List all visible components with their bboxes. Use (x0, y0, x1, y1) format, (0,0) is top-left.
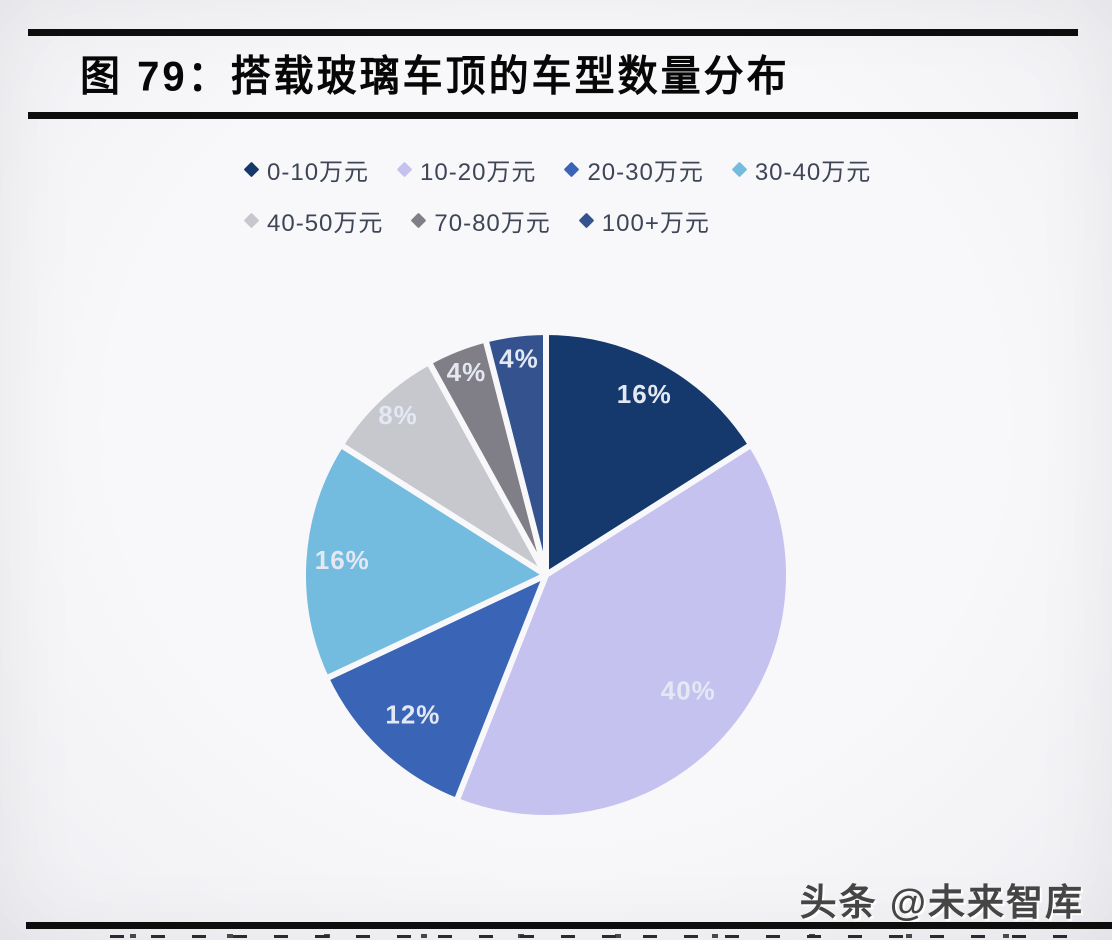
legend-item: 100+万元 (578, 203, 710, 238)
legend-item: 30-40万元 (731, 152, 872, 187)
pie-legend: 0-10万元 10-20万元 20-30万元 30-40万元 40-50万元 70-80万… (243, 152, 926, 238)
legend-label: 0-10万元 (267, 159, 370, 186)
legend-label: 30-40万元 (754, 159, 872, 186)
legend-row: 40-50万元 70-80万元 100+万元 (243, 203, 926, 238)
diamond-marker-icon (243, 212, 260, 229)
pie-slice (453, 441, 792, 821)
pie-slice (323, 572, 549, 804)
pie-slice (482, 329, 549, 578)
title-divider-line (28, 112, 1078, 119)
pie-chart-svg: 16% 40% 12% 16% 8% 4% 4% (300, 329, 792, 821)
toutiao-watermark: 头条 @未来智库 (799, 882, 1084, 923)
top-divider-line (28, 29, 1078, 36)
diamond-marker-icon (396, 161, 413, 178)
legend-label: 10-20万元 (420, 159, 537, 186)
legend-item: 70-80万元 (411, 203, 551, 238)
diamond-marker-icon (731, 161, 748, 178)
diamond-marker-icon (578, 212, 595, 229)
pie-slice (300, 441, 549, 682)
pie-slice-label: 4% (499, 343, 539, 373)
legend-item: 40-50万元 (243, 203, 384, 238)
diamond-marker-icon (564, 161, 580, 178)
figure-title: 图 79：搭载玻璃车顶的车型数量分布 (80, 53, 790, 100)
legend-label: 40-50万元 (267, 210, 384, 237)
diamond-marker-icon (243, 161, 260, 178)
pie-slice-label: 4% (447, 357, 487, 387)
legend-item: 20-30万元 (564, 152, 704, 187)
legend-item: 0-10万元 (243, 152, 370, 187)
clipped-source-text-row (110, 932, 1085, 940)
pie-slice-label: 16% (315, 545, 370, 575)
diamond-marker-icon (411, 212, 427, 229)
bottom-divider-line (26, 922, 1112, 929)
pie-slice (337, 359, 549, 578)
legend-item: 10-20万元 (396, 152, 537, 187)
legend-label: 20-30万元 (587, 159, 704, 186)
pie-slice (543, 329, 755, 578)
pie-slice-label: 12% (385, 700, 440, 730)
pie-slice-label: 40% (661, 676, 716, 706)
pie-chart: 16% 40% 12% 16% 8% 4% 4% (296, 325, 796, 825)
pie-slice-label: 8% (378, 400, 418, 430)
legend-row: 0-10万元 10-20万元 20-30万元 30-40万元 (243, 152, 926, 187)
legend-label: 70-80万元 (434, 210, 551, 237)
legend-label: 100+万元 (601, 210, 710, 237)
pie-slice-label: 16% (617, 379, 672, 409)
